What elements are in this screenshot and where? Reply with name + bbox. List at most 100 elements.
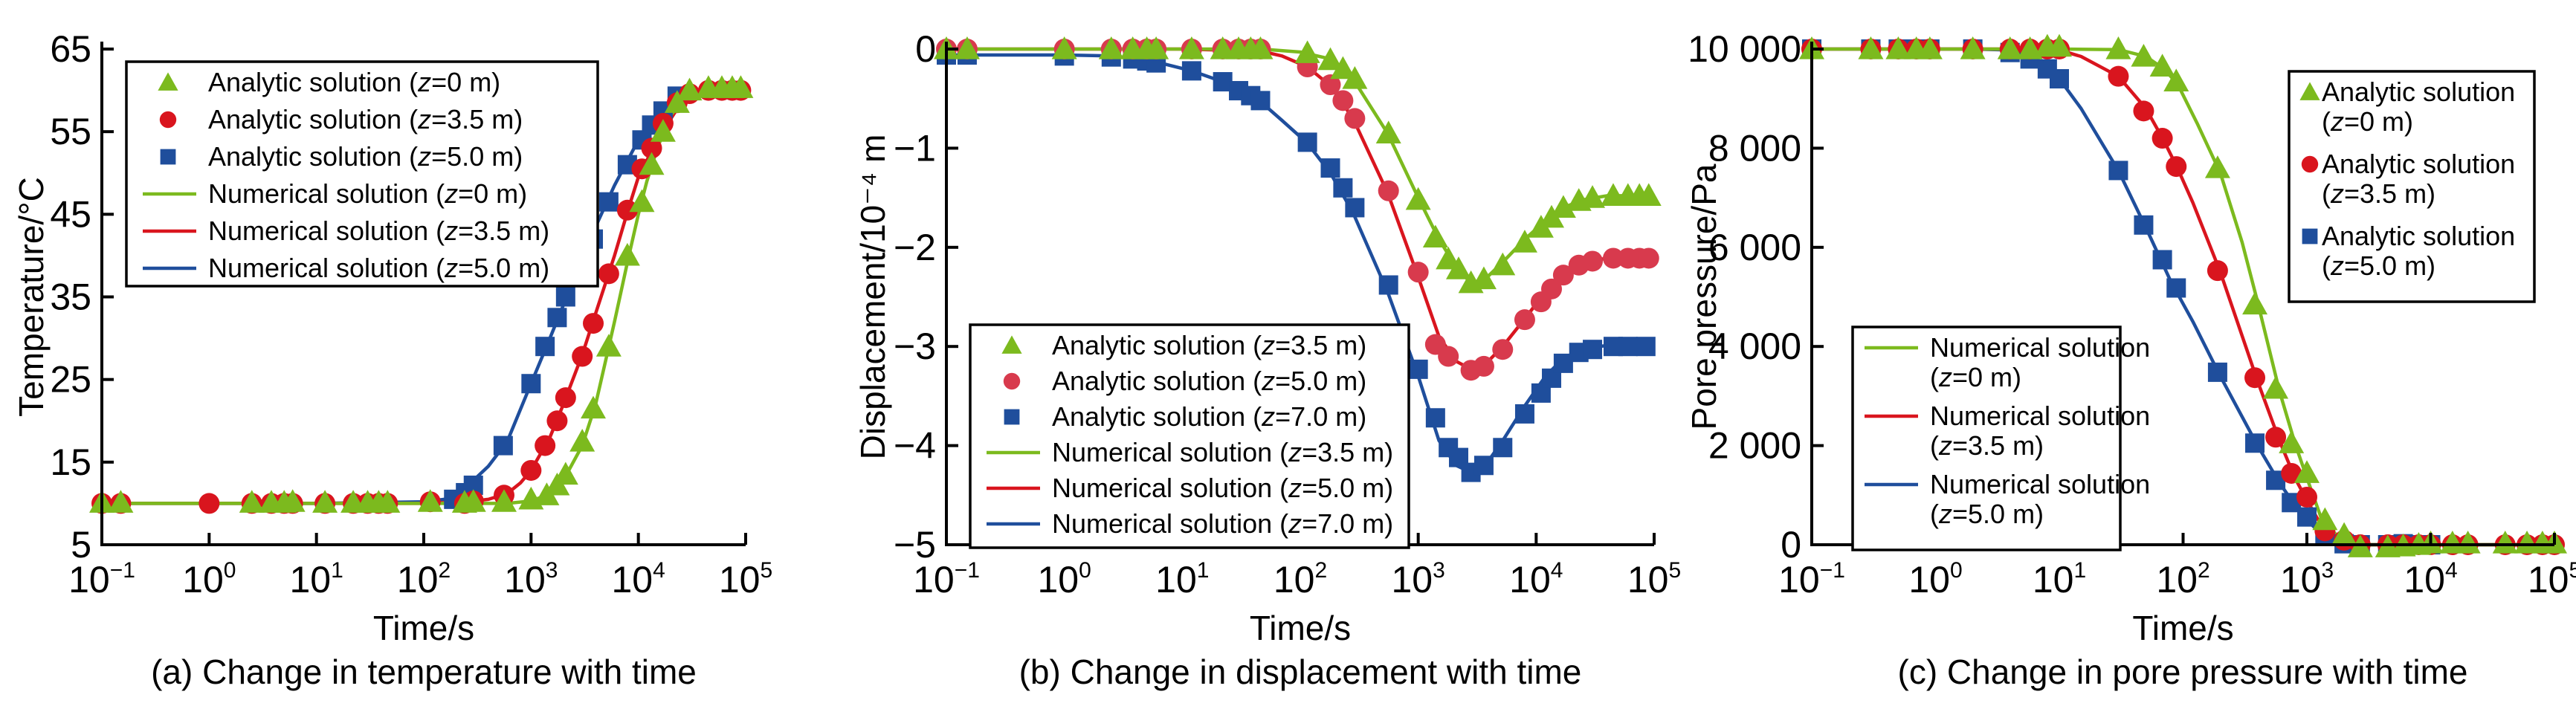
legend-text-part: z — [417, 67, 431, 97]
legend-label: Analytic solution (z=3.5 m) — [1052, 330, 1366, 360]
x-tick-base: 10 — [913, 559, 955, 600]
legend: Analytic solution (z=3.5 m)Analytic solu… — [969, 323, 1410, 549]
y-tick-label: 45 — [50, 193, 91, 235]
series-line-3 — [946, 47, 1654, 285]
data-point — [1511, 230, 1537, 253]
x-tick-label: 103 — [504, 558, 558, 600]
data-point — [1960, 36, 1986, 59]
legend-text-part: =0 m) — [458, 178, 527, 209]
x-tick-label: 105 — [1627, 558, 1681, 600]
data-point — [2131, 44, 2157, 67]
x-tick-label: 101 — [1155, 558, 1209, 600]
legend-text-part: z — [1288, 437, 1302, 467]
legend-text-part: Analytic solution ( — [208, 67, 418, 97]
x-tick-exponent: −1 — [1820, 558, 1845, 583]
x-tick-label: 10−1 — [68, 558, 135, 600]
y-tick-label: 0 — [915, 28, 936, 70]
legend-text-part: =5.0 m) — [1952, 499, 2044, 529]
data-point — [555, 387, 576, 409]
x-tick-label: 105 — [2528, 558, 2576, 600]
data-point — [555, 287, 575, 307]
data-point — [1550, 195, 1576, 218]
y-tick-label: 55 — [50, 111, 91, 152]
data-point — [2244, 367, 2266, 389]
legend-label-z: (z=3.5 m) — [2322, 178, 2435, 209]
data-point — [1514, 309, 1535, 331]
y-axis-label: Displacement/10⁻⁴ m — [853, 135, 892, 460]
y-tick-label: 2 000 — [1708, 425, 1801, 467]
data-point — [1492, 339, 1514, 360]
x-tick-base: 10 — [719, 559, 761, 600]
y-tick-label: 25 — [50, 359, 91, 401]
data-point — [728, 75, 754, 98]
x-tick-label: 100 — [182, 558, 236, 600]
data-point — [198, 493, 220, 514]
series-line-2 — [946, 47, 1654, 372]
legend-entry: Analytic solution (z=0 m) — [158, 67, 500, 97]
legend-label: Numerical solution (z=7.0 m) — [1052, 508, 1393, 539]
legend-label: Analytic solution — [2322, 221, 2515, 251]
data-point — [595, 334, 622, 357]
data-point — [1422, 224, 1448, 248]
data-point — [2017, 36, 2043, 59]
data-point — [1332, 90, 1354, 111]
data-point — [546, 410, 568, 432]
x-tick-exponent: 0 — [1950, 558, 1963, 583]
legend-text-part: =3.5 m) — [1275, 330, 1366, 360]
legend-label: Numerical solution (z=0 m) — [208, 178, 527, 209]
legend-text-part: z — [2330, 106, 2344, 137]
x-tick-base: 10 — [1908, 559, 1950, 600]
legend-label: Analytic solution (z=3.5 m) — [208, 104, 523, 135]
legend-text-part: ( — [2322, 250, 2331, 281]
series-markers-6 — [934, 36, 1662, 294]
data-point — [2297, 507, 2317, 527]
data-point — [2455, 530, 2481, 554]
data-point — [1473, 456, 1494, 476]
legend-label: Numerical solution (z=3.5 m) — [208, 216, 549, 246]
x-tick-base: 10 — [1155, 559, 1197, 600]
legend-text-part: =0 m) — [1952, 362, 2021, 392]
x-tick-label: 104 — [1509, 558, 1563, 600]
data-point — [569, 429, 595, 452]
x-tick-exponent: 1 — [331, 558, 343, 583]
x-tick-exponent: −1 — [110, 558, 135, 583]
legend-label: Numerical solution (z=5.0 m) — [208, 253, 549, 283]
legend-text-part: z — [417, 104, 431, 135]
legend-marker-icon — [158, 72, 178, 91]
x-tick-label: 101 — [290, 558, 343, 600]
legend-text-part: =3.5 m) — [431, 104, 523, 135]
x-tick-exponent: 3 — [1433, 558, 1445, 583]
data-point — [2331, 522, 2357, 545]
legend-label: Numerical solution (z=5.0 m) — [1052, 473, 1393, 503]
data-point — [2166, 278, 2186, 298]
x-tick-base: 10 — [1038, 559, 1079, 600]
legend-entry: Numerical solution (z=3.5 m) — [987, 437, 1393, 467]
x-tick-exponent: 1 — [1197, 558, 1210, 583]
series-markers-6 — [89, 75, 754, 513]
legend-text-part: =3.5 m) — [1952, 430, 2044, 461]
legend-text-part: =3.5 m) — [458, 216, 549, 246]
x-tick-base: 10 — [504, 559, 546, 600]
legend-label-z: (z=0 m) — [1930, 362, 2021, 392]
data-point — [1618, 337, 1638, 357]
legend-entry: Analytic solution (z=5.0 m) — [160, 141, 523, 172]
x-tick-label: 104 — [2404, 558, 2457, 600]
legend-label: Numerical solution — [1930, 401, 2150, 431]
data-point — [1320, 74, 1341, 96]
x-tick-exponent: −1 — [955, 558, 980, 583]
data-point — [2279, 430, 2305, 453]
data-point — [629, 189, 655, 213]
legend-entry: Numerical solution(z=5.0 m) — [1865, 469, 2150, 529]
data-point — [1858, 36, 1884, 59]
x-tick-base: 10 — [1509, 559, 1551, 600]
legend-entry: Numerical solution (z=0 m) — [143, 178, 527, 209]
legend-text-part: ( — [2322, 106, 2331, 137]
data-point — [1247, 36, 1274, 59]
y-tick-label: 0 — [1781, 524, 1801, 566]
data-point — [1514, 404, 1534, 424]
data-point — [1541, 278, 1563, 299]
data-point — [2265, 427, 2287, 448]
data-point — [1473, 355, 1494, 377]
legend-label: Analytic solution — [2322, 77, 2515, 107]
